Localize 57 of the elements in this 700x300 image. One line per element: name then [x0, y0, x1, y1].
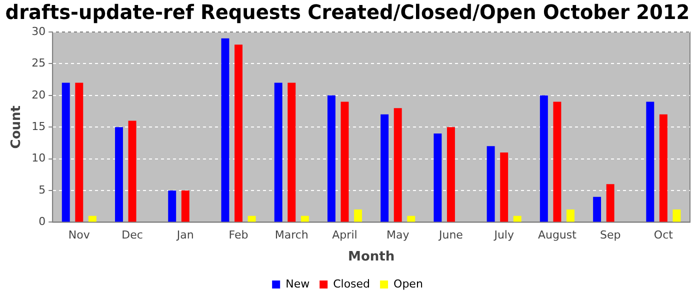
x-tick-label: Feb: [228, 228, 248, 242]
bar: [248, 216, 256, 222]
bar: [340, 102, 349, 222]
x-tick-label: March: [274, 228, 308, 242]
x-axis-title: Month: [348, 250, 395, 265]
bar: [115, 127, 123, 222]
x-tick-label: Jan: [176, 228, 194, 242]
x-tick-label: Oct: [654, 228, 674, 242]
bar: [446, 127, 455, 222]
bar: [75, 82, 84, 222]
bar: [300, 216, 309, 222]
bar: [553, 102, 562, 222]
bar: [274, 82, 282, 222]
y-tick-label: 5: [38, 183, 46, 196]
bar: [394, 108, 402, 222]
bar: [593, 196, 602, 222]
bar: [566, 210, 574, 222]
bar: [380, 114, 389, 222]
y-tick-label: 20: [32, 88, 46, 102]
x-tick-label: April: [332, 228, 358, 242]
legend-label: Closed: [333, 277, 370, 290]
bar: [407, 216, 416, 222]
x-tick-label: June: [438, 228, 464, 242]
bar: [288, 82, 296, 222]
bar: [234, 44, 242, 222]
bar: [659, 114, 668, 222]
bar: [486, 146, 495, 222]
bar: [500, 152, 508, 222]
x-tick-label: Sep: [600, 228, 621, 242]
y-tick-label: 10: [32, 152, 46, 165]
x-tick-label: May: [386, 228, 410, 242]
chart-title: drafts-update-ref Requests Created/Closed/Open October 2012: [5, 0, 690, 24]
bar: [434, 133, 442, 222]
y-tick-label: 15: [32, 120, 46, 133]
y-tick-label: 30: [32, 24, 46, 38]
bar: [168, 190, 176, 222]
legend-label: Open: [394, 277, 423, 290]
y-axis-title: Count: [9, 106, 24, 149]
x-tick-label: Nov: [68, 228, 90, 242]
bar: [606, 184, 614, 222]
bar: [88, 216, 96, 222]
x-tick-label: Dec: [122, 228, 143, 242]
y-tick-label: 25: [32, 56, 46, 70]
bar: [354, 210, 362, 222]
bar: [221, 38, 230, 222]
bar: [327, 95, 336, 222]
bar: [62, 82, 70, 222]
x-tick-label: July: [493, 228, 514, 242]
bar: [672, 210, 681, 222]
bar: [128, 120, 136, 222]
bar: [646, 102, 654, 222]
bar: [181, 190, 190, 222]
bar: [540, 95, 548, 222]
y-tick-label: 0: [38, 215, 46, 228]
bar: [513, 216, 522, 222]
x-tick-label: August: [538, 228, 578, 242]
legend-label: New: [286, 277, 310, 290]
